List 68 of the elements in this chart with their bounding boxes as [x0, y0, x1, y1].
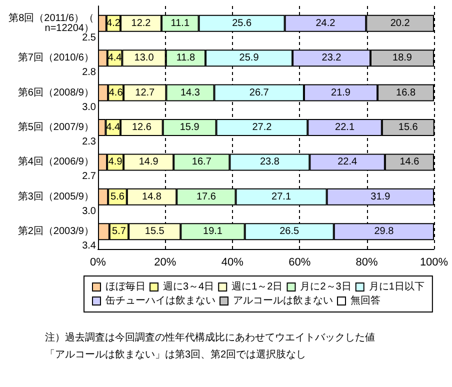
y-tick-label: 第7回（2010/6） [18, 52, 94, 64]
x-tick-label: 20% [154, 256, 176, 268]
data-label: 2.3 [82, 136, 96, 148]
data-label: 11.1 [170, 18, 190, 29]
legend-label: 缶チューハイは飲まない [106, 296, 216, 306]
data-label: 21.9 [331, 87, 351, 98]
data-label: 18.9 [392, 52, 412, 64]
data-label: 27.2 [252, 122, 272, 133]
data-label: 26.7 [249, 87, 270, 98]
legend-label: ほぼ毎日 [106, 280, 146, 292]
x-tick-label: 40% [221, 256, 244, 268]
data-label: 3.0 [82, 206, 96, 217]
data-label: 12.6 [132, 122, 152, 133]
y-tick-label: 第8回（2011/6）（n=12204） [8, 12, 94, 34]
data-label: 25.6 [232, 18, 252, 29]
text: 「アルコールは飲まない」は第3回、第2回では選択肢なし [45, 348, 306, 360]
data-label: 19.1 [203, 226, 223, 238]
data-label: 12.2 [131, 18, 152, 29]
data-label: 16.8 [396, 87, 416, 98]
data-label: 4.9 [108, 156, 123, 168]
data-label: 29.8 [374, 226, 394, 238]
data-label: 16.7 [192, 156, 212, 168]
x-tick-label: 80% [356, 256, 378, 268]
x-tick-label: 0% [90, 256, 106, 268]
y-tick-label: 第4回（2006/9） [18, 156, 94, 168]
text: 注）過去調査は今回調査の性年代構成比にあわせてウエイトバックした値 [45, 332, 375, 344]
data-label: 20.2 [390, 18, 410, 29]
legend-label: 月に1日以下 [368, 280, 424, 292]
x-tick-label: 100% [420, 256, 448, 268]
data-label: 2.7 [82, 171, 96, 182]
data-label: 17.6 [196, 191, 216, 202]
data-label: 12.7 [135, 87, 156, 98]
data-label: 23.2 [322, 52, 342, 64]
data-label: 3.4 [82, 240, 96, 252]
data-label: 15.9 [180, 122, 200, 133]
data-label: 5.6 [110, 191, 125, 202]
data-label: 14.9 [138, 156, 159, 168]
data-label: 11.8 [176, 52, 196, 64]
y-tick-label: 第3回（2005/9） [18, 190, 94, 202]
data-label: 2.5 [82, 32, 96, 44]
y-tick-label: 第5回（2007/9） [18, 121, 94, 133]
data-label: 25.9 [239, 52, 260, 64]
data-label: 22.4 [338, 156, 358, 168]
legend-label: アルコールは飲まない [233, 296, 333, 306]
data-label: 15.6 [398, 122, 418, 133]
data-label: 3.0 [82, 102, 96, 113]
x-tick-label: 60% [288, 256, 311, 268]
data-label: 23.8 [260, 156, 280, 168]
data-label: 24.2 [316, 18, 336, 29]
data-label: 13.0 [134, 52, 154, 64]
data-label: 31.9 [370, 191, 391, 202]
data-label: 27.1 [272, 191, 292, 202]
data-label: 14.6 [400, 156, 420, 168]
data-label: 14.8 [142, 191, 162, 202]
data-label: 4.6 [108, 87, 124, 98]
data-label: 2.8 [82, 67, 96, 78]
legend-label: 週に1～2日 [232, 282, 283, 292]
data-label: 4.4 [106, 122, 121, 133]
legend-label: 月に2～3日 [300, 282, 352, 292]
data-label: 22.1 [335, 122, 355, 133]
y-tick-label: 第2回（2003/9） [18, 225, 94, 238]
data-label: 5.7 [112, 226, 126, 238]
data-label: 26.5 [280, 226, 300, 238]
data-label: 14.3 [180, 87, 200, 98]
data-label: 15.5 [144, 226, 165, 238]
legend-label: 無回答 [350, 294, 380, 306]
y-tick-label: 第6回（2008/9） [18, 86, 94, 98]
legend-label: 週に3～4日 [163, 282, 214, 292]
